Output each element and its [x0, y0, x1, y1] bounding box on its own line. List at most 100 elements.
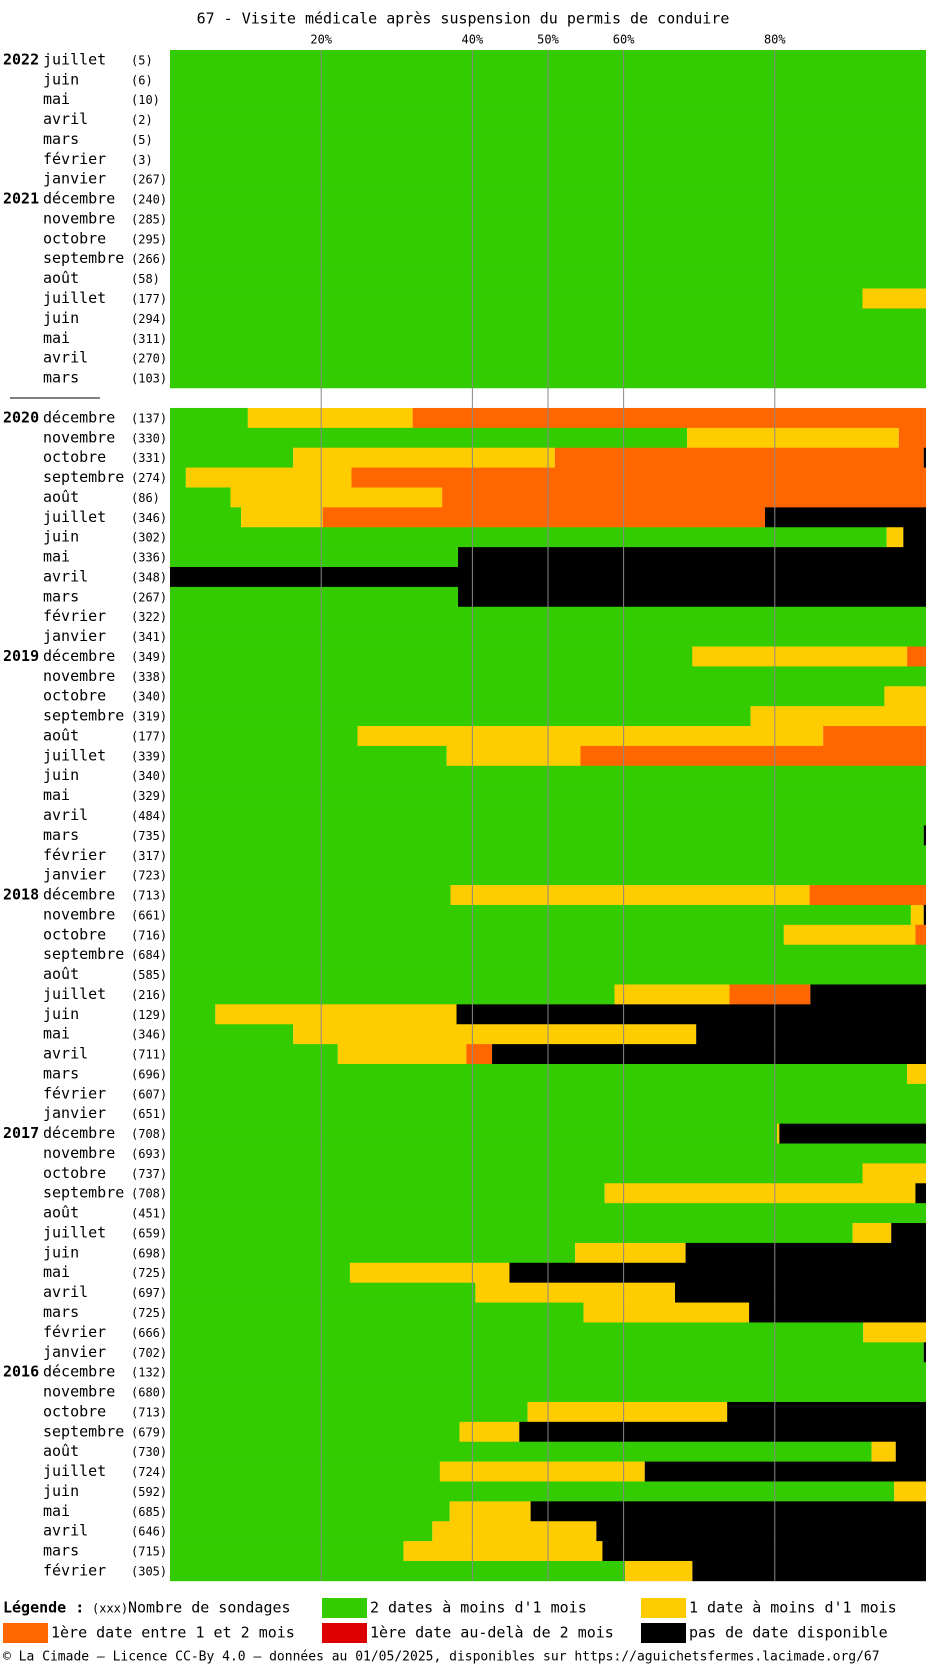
bar-segment	[170, 1223, 853, 1244]
bar-segment	[692, 646, 908, 667]
bar-segment	[886, 527, 904, 548]
month-label: décembre	[43, 1124, 115, 1142]
month-label: avril	[43, 110, 88, 128]
bar-segment	[170, 745, 447, 767]
bar-segment	[923, 904, 926, 926]
x-tick-label: 80%	[764, 33, 786, 47]
sample-size: (348)	[131, 570, 167, 584]
sample-size: (266)	[131, 252, 167, 266]
bar-segment	[170, 1242, 576, 1264]
month-label: novembre	[43, 1144, 115, 1162]
bar-segment	[170, 1421, 460, 1443]
month-label: juillet	[43, 50, 106, 68]
bar-segment	[170, 646, 693, 667]
bar-segment	[170, 1302, 584, 1323]
bar-segment	[170, 706, 751, 727]
bar-segment	[170, 686, 885, 707]
sample-size: (2)	[131, 113, 153, 127]
sample-size: (341)	[131, 630, 167, 644]
sample-size: (177)	[131, 292, 167, 306]
sample-size: (330)	[131, 431, 167, 445]
bar-segment	[923, 447, 926, 468]
legend-label: pas de date disponible	[689, 1624, 888, 1642]
bar-segment	[685, 1242, 926, 1264]
month-label: juin	[43, 309, 79, 327]
sample-size: (311)	[131, 332, 167, 346]
bar-segment	[170, 1064, 908, 1085]
legend-note: (xxx)	[92, 1602, 128, 1616]
month-label: janvier	[43, 866, 106, 884]
bar-segment	[602, 1541, 926, 1562]
month-label: septembre	[43, 249, 124, 267]
sample-size: (646)	[131, 1525, 167, 1539]
month-label: août	[43, 726, 79, 744]
month-label: juin	[43, 766, 79, 784]
sample-size: (340)	[131, 690, 167, 704]
sample-size: (737)	[131, 1167, 167, 1181]
month-label: décembre	[43, 408, 115, 426]
month-label: mai	[43, 548, 70, 566]
month-label: avril	[43, 806, 88, 824]
sample-size: (240)	[131, 193, 167, 207]
month-label: juillet	[43, 508, 106, 526]
bar-segment	[170, 726, 358, 747]
month-label: octobre	[43, 448, 106, 466]
sample-size: (679)	[131, 1425, 167, 1439]
bar-segment	[910, 904, 924, 926]
legend-label: 2 dates à moins d'1 mois	[370, 1599, 587, 1617]
year-label: 2021	[3, 190, 39, 208]
bar-segment	[456, 1004, 926, 1025]
sample-size: (696)	[131, 1067, 167, 1081]
bar-segment	[863, 1322, 926, 1343]
sample-size: (340)	[131, 769, 167, 783]
month-label: décembre	[43, 190, 115, 208]
bar-segment	[185, 467, 352, 488]
sample-size: (666)	[131, 1326, 167, 1340]
sample-size: (730)	[131, 1445, 167, 1459]
sample-size: (684)	[131, 948, 167, 962]
bar-segment	[852, 1223, 892, 1244]
sample-size: (693)	[131, 1147, 167, 1161]
sample-size: (659)	[131, 1226, 167, 1240]
legend-label: 1ère date entre 1 et 2 mois	[51, 1624, 295, 1642]
sample-size: (723)	[131, 869, 167, 883]
bar-segment	[519, 1421, 926, 1443]
month-label: octobre	[43, 1164, 106, 1182]
bar-segment	[170, 527, 887, 548]
sample-size: (132)	[131, 1366, 167, 1380]
bar-segment	[170, 1441, 872, 1462]
month-label: octobre	[43, 687, 106, 705]
bar-segment	[412, 407, 926, 429]
bar-segment	[247, 407, 413, 429]
month-label: septembre	[43, 945, 124, 963]
sample-size: (319)	[131, 710, 167, 724]
month-label: octobre	[43, 1402, 106, 1420]
month-label: août	[43, 269, 79, 287]
sample-size: (103)	[131, 372, 167, 386]
sample-size: (708)	[131, 1187, 167, 1201]
month-label: juillet	[43, 985, 106, 1003]
sample-size: (711)	[131, 1048, 167, 1062]
sample-size: (274)	[131, 471, 167, 485]
bar-segment	[907, 646, 926, 667]
bar-segment	[170, 288, 863, 309]
bar-segment	[614, 984, 730, 1005]
sample-size: (6)	[131, 73, 153, 87]
bar-segment	[459, 1421, 520, 1443]
bar-segment	[575, 1242, 686, 1264]
bar-segment	[898, 427, 926, 449]
legend-label: 1 date à moins d'1 mois	[689, 1599, 897, 1617]
bar-segment	[170, 1521, 433, 1542]
month-label: novembre	[43, 209, 115, 227]
x-tick-label: 60%	[613, 33, 635, 47]
month-label: octobre	[43, 229, 106, 247]
sample-size: (716)	[131, 928, 167, 942]
month-label: septembre	[43, 1184, 124, 1202]
bar-segment	[604, 1183, 916, 1204]
bar-segment	[170, 1282, 476, 1303]
bar-segment	[862, 1163, 926, 1184]
month-label: février	[43, 1084, 106, 1102]
month-label: janvier	[43, 627, 106, 645]
bar-segment	[215, 1004, 457, 1025]
x-tick-label: 20%	[310, 33, 332, 47]
